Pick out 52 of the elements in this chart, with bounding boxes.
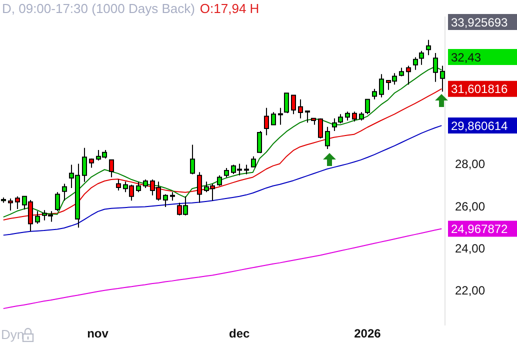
candlestick (251, 156, 256, 168)
x-tick-label: 2026 (354, 326, 382, 341)
candlestick (224, 167, 229, 178)
candlestick (365, 98, 370, 115)
candlestick (8, 198, 13, 212)
candlestick (62, 183, 67, 202)
candlestick (440, 65, 445, 92)
y-tick-label: 28,00 (455, 157, 486, 172)
candlestick (257, 130, 262, 154)
x-tick-label: nov (87, 326, 109, 341)
candlestick (82, 147, 87, 182)
x-tick-label: dec (229, 326, 250, 341)
candlestick (278, 107, 283, 126)
candlestick (264, 107, 269, 136)
chart-title: D, 09:00-17:30 (1000 Days Back) (2, 1, 195, 16)
candlestick (136, 181, 141, 193)
text: O:17,94 H (200, 1, 260, 16)
candlestick (332, 118, 337, 132)
data-label: 24,967872 (451, 222, 508, 236)
candlestick (338, 114, 343, 124)
candlestick (426, 39, 431, 56)
candlestick (271, 112, 276, 126)
y-tick-label: 22,00 (455, 284, 486, 298)
candlestick (217, 174, 222, 186)
candlestick (372, 88, 377, 100)
candlestick (197, 172, 202, 204)
candlestick (291, 94, 296, 115)
candlestick (413, 56, 418, 70)
candlestick (35, 210, 40, 224)
candlestick (116, 179, 121, 191)
y-tick-label: 26,00 (455, 199, 486, 214)
candlestick (15, 196, 20, 210)
candlestick (433, 52, 438, 82)
candlestick (109, 159, 114, 178)
candlestick (419, 50, 424, 66)
candlestick (163, 194, 168, 208)
y-tick-label: 24,00 (455, 241, 486, 256)
data-label: 29,860614 (451, 118, 508, 133)
candlestick (190, 144, 195, 175)
candlestick (352, 111, 357, 122)
candlestick (379, 74, 384, 98)
candlestick (284, 92, 289, 114)
data-label: 31,601816 (451, 82, 508, 96)
candlestick (318, 118, 323, 139)
candlestick (298, 98, 303, 119)
candlestick (55, 192, 60, 212)
candlestick (305, 110, 310, 124)
candlestick (406, 65, 411, 86)
candlestick (325, 126, 330, 150)
text: 32,43 (451, 50, 482, 64)
text: 33,925693 (451, 15, 508, 30)
candlestick (244, 164, 249, 175)
